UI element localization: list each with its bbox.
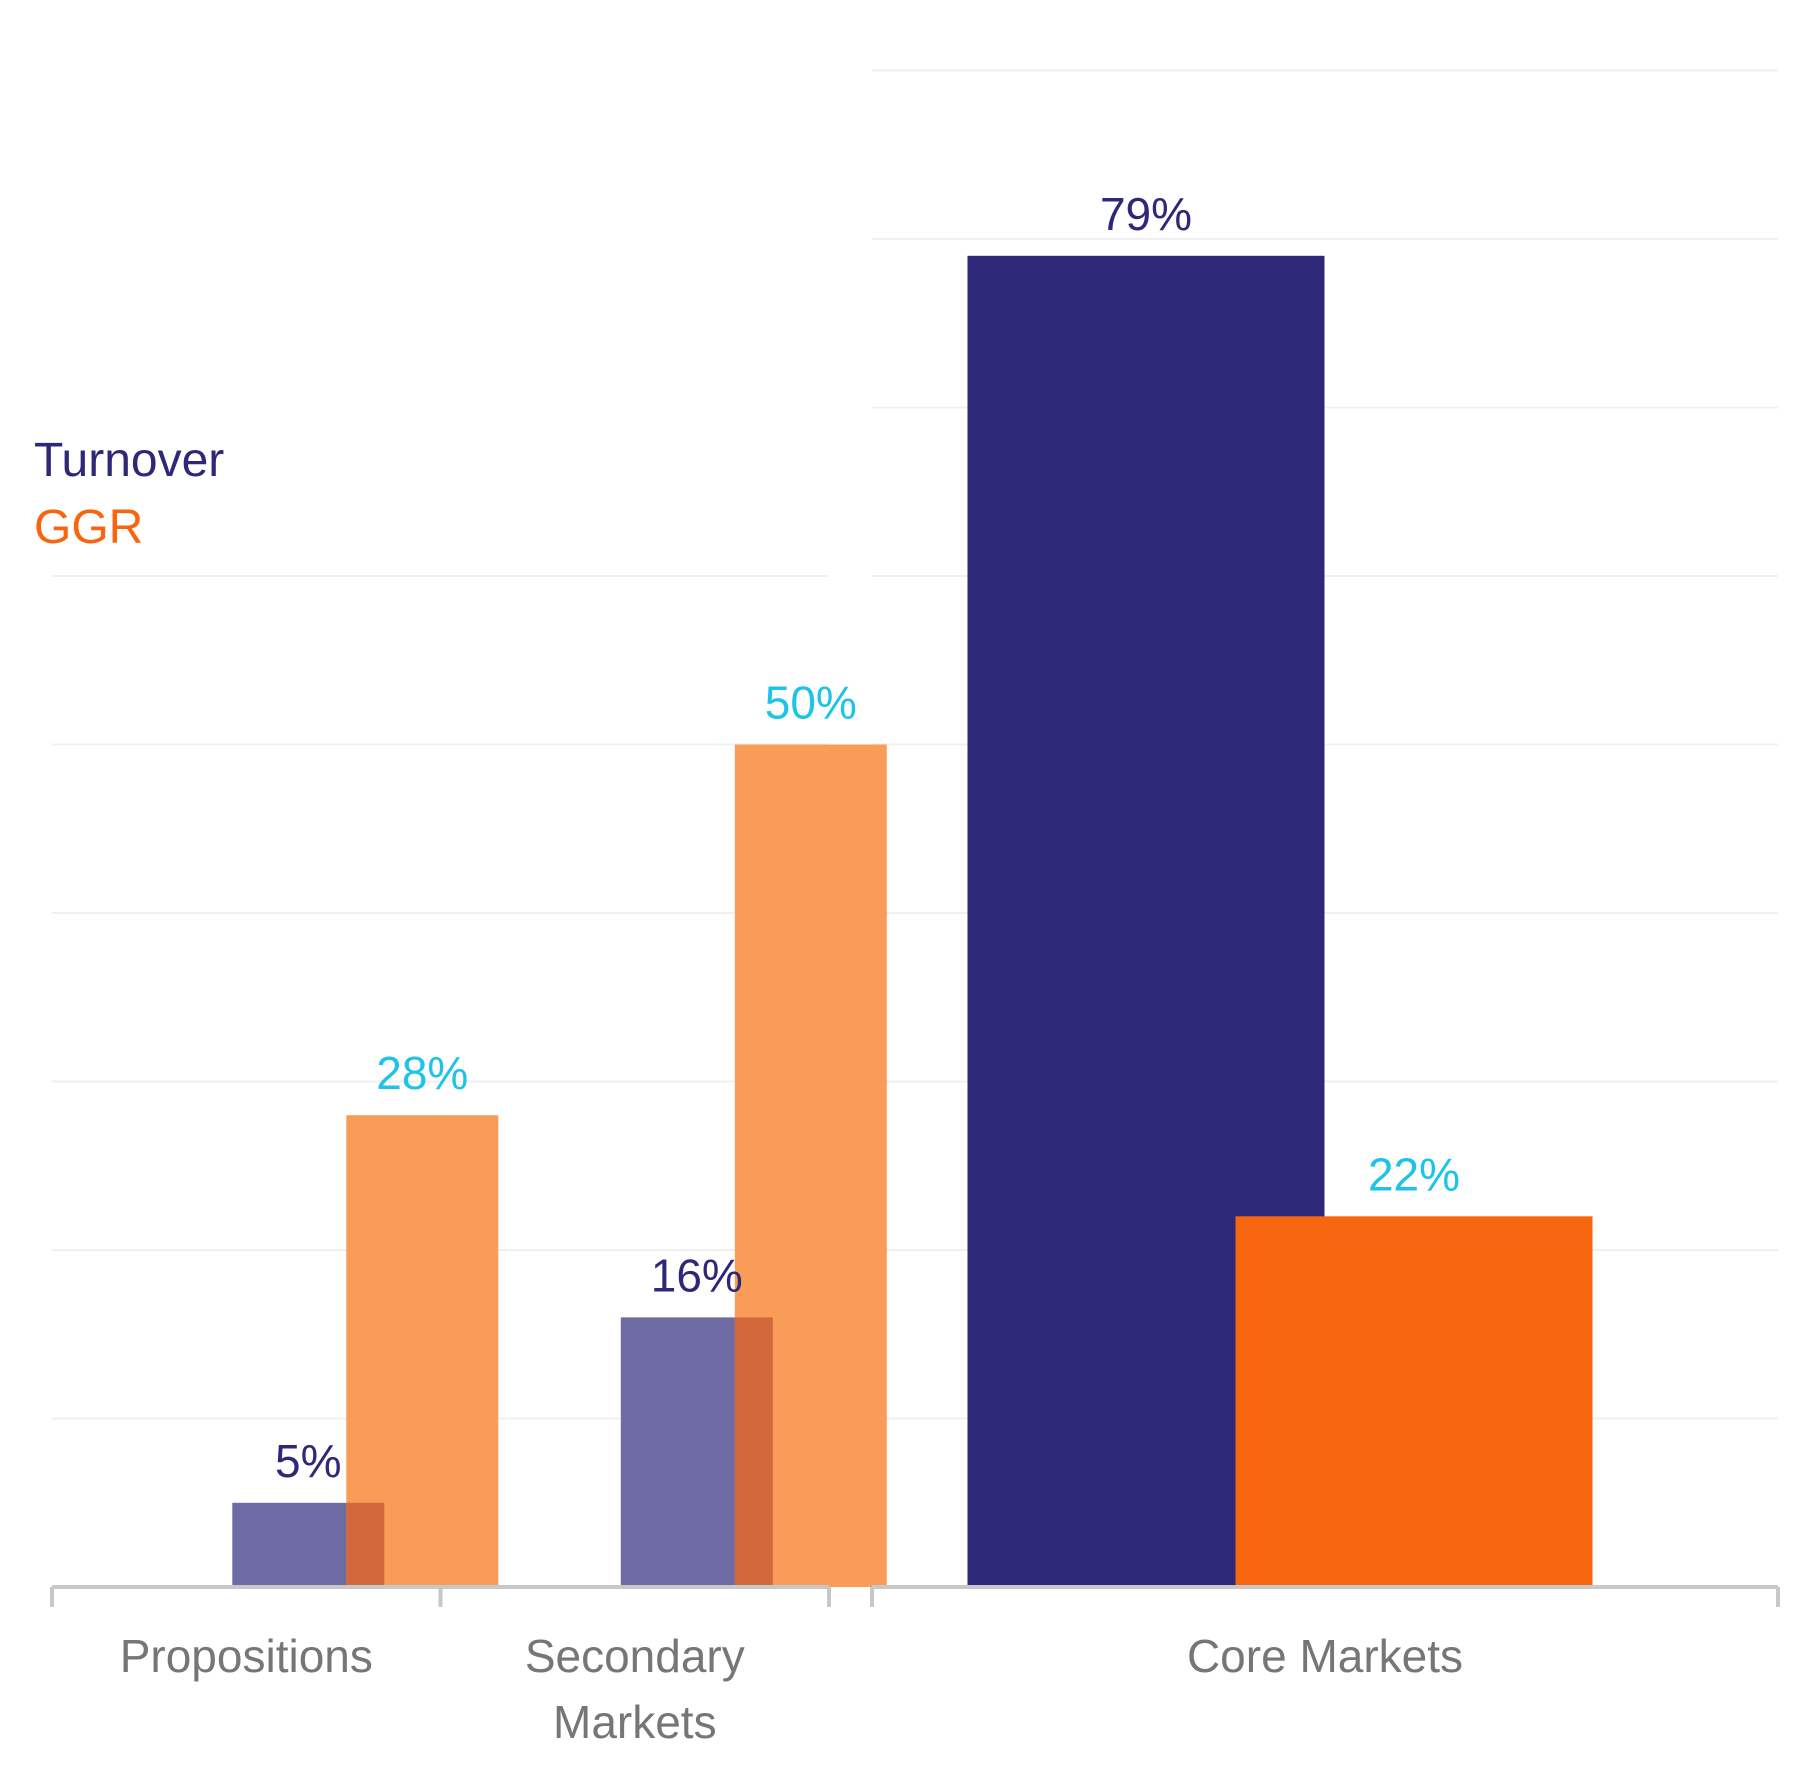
category-label: Markets xyxy=(553,1696,717,1748)
data-label-turnover: 5% xyxy=(275,1435,341,1487)
legend-ggr: GGR xyxy=(34,501,143,554)
category-label: Secondary xyxy=(525,1630,745,1682)
bar-ggr-core-markets xyxy=(1235,1216,1593,1587)
bar-overlap xyxy=(734,1317,773,1587)
category-label: Propositions xyxy=(120,1630,373,1682)
legend-turnover: Turnover xyxy=(34,434,224,487)
data-label-ggr: 28% xyxy=(376,1047,468,1099)
x-axis: Propositions Secondary Markets Core Markets xyxy=(50,1585,1780,1748)
bars xyxy=(232,255,1593,1588)
bar-overlap xyxy=(346,1502,385,1588)
data-label-turnover: 16% xyxy=(651,1249,743,1301)
data-label-ggr: 22% xyxy=(1368,1148,1460,1200)
legend: Turnover GGR xyxy=(34,434,224,554)
category-label: Core Markets xyxy=(1187,1630,1463,1682)
data-labels: 5% 28% 16% 50% 79% 22% xyxy=(275,188,1460,1487)
data-label-turnover: 79% xyxy=(1100,188,1192,240)
data-label-ggr: 50% xyxy=(765,677,857,729)
